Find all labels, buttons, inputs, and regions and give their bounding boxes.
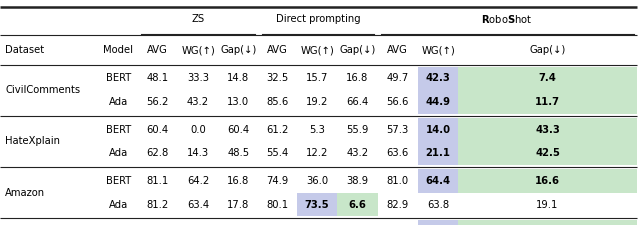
Text: WG(↑): WG(↑): [181, 45, 215, 55]
Text: 16.8: 16.8: [346, 73, 369, 83]
Text: 57.3: 57.3: [387, 125, 409, 135]
Text: 21.1: 21.1: [426, 148, 451, 158]
Text: 60.4: 60.4: [227, 125, 250, 135]
Text: 64.2: 64.2: [187, 176, 209, 186]
Text: 64.4: 64.4: [426, 176, 451, 186]
Text: 80.1: 80.1: [267, 200, 289, 209]
Bar: [418, 169, 458, 193]
Bar: [418, 142, 458, 165]
Text: 43.2: 43.2: [346, 148, 369, 158]
Text: AVG: AVG: [387, 45, 408, 55]
Text: 38.9: 38.9: [346, 176, 369, 186]
Text: 42.5: 42.5: [535, 148, 560, 158]
Text: Gap(↓): Gap(↓): [529, 45, 566, 55]
Text: AVG: AVG: [268, 45, 288, 55]
Text: 82.9: 82.9: [387, 200, 409, 209]
Text: 85.6: 85.6: [267, 97, 289, 107]
Text: 16.6: 16.6: [535, 176, 560, 186]
Text: 60.4: 60.4: [147, 125, 169, 135]
Text: 61.2: 61.2: [267, 125, 289, 135]
Text: 42.3: 42.3: [426, 73, 451, 83]
Text: R$\rm{obo}$S$\rm{hot}$: R$\rm{obo}$S$\rm{hot}$: [481, 13, 533, 25]
Text: 14.0: 14.0: [426, 125, 451, 135]
Text: 14.8: 14.8: [227, 73, 250, 83]
Text: 49.7: 49.7: [387, 73, 409, 83]
Text: HateXplain: HateXplain: [5, 137, 60, 146]
Bar: [418, 220, 458, 225]
Text: Amazon: Amazon: [5, 188, 45, 198]
Text: 12.2: 12.2: [306, 148, 328, 158]
Text: 55.9: 55.9: [346, 125, 369, 135]
Text: 63.8: 63.8: [427, 200, 449, 209]
Text: ZS: ZS: [191, 14, 205, 24]
Text: Ada: Ada: [109, 200, 128, 209]
Bar: [418, 67, 458, 90]
Text: 33.3: 33.3: [187, 73, 209, 83]
Text: Ada: Ada: [109, 148, 128, 158]
Text: WG(↑): WG(↑): [300, 45, 334, 55]
Text: 19.2: 19.2: [306, 97, 328, 107]
Text: 81.1: 81.1: [147, 176, 169, 186]
Text: 17.8: 17.8: [227, 200, 250, 209]
Text: 81.2: 81.2: [147, 200, 169, 209]
Bar: [458, 142, 637, 165]
Bar: [458, 118, 637, 142]
Text: Direct prompting: Direct prompting: [276, 14, 360, 24]
Bar: [337, 193, 378, 216]
Text: 56.6: 56.6: [387, 97, 409, 107]
Text: BERT: BERT: [106, 176, 131, 186]
Text: Gap(↓): Gap(↓): [220, 45, 257, 55]
Text: 19.1: 19.1: [536, 200, 559, 209]
Text: 7.4: 7.4: [539, 73, 556, 83]
Text: BERT: BERT: [106, 73, 131, 83]
Text: Ada: Ada: [109, 97, 128, 107]
Text: 13.0: 13.0: [227, 97, 250, 107]
Text: WG(↑): WG(↑): [421, 45, 455, 55]
Bar: [458, 67, 637, 90]
Text: 62.8: 62.8: [147, 148, 169, 158]
Bar: [458, 169, 637, 193]
Text: Dataset: Dataset: [5, 45, 44, 55]
Text: 43.3: 43.3: [535, 125, 560, 135]
Text: 0.0: 0.0: [190, 125, 206, 135]
Text: 48.5: 48.5: [227, 148, 250, 158]
Text: 16.8: 16.8: [227, 176, 250, 186]
Text: 43.2: 43.2: [187, 97, 209, 107]
Text: 11.7: 11.7: [535, 97, 560, 107]
Text: 63.6: 63.6: [387, 148, 409, 158]
Text: 55.4: 55.4: [267, 148, 289, 158]
Bar: [418, 90, 458, 114]
Text: 81.0: 81.0: [387, 176, 409, 186]
Bar: [418, 118, 458, 142]
Text: 5.3: 5.3: [309, 125, 325, 135]
Text: 6.6: 6.6: [349, 200, 366, 209]
Text: 32.5: 32.5: [267, 73, 289, 83]
Text: 48.1: 48.1: [147, 73, 169, 83]
Text: 44.9: 44.9: [426, 97, 451, 107]
Text: 56.2: 56.2: [147, 97, 169, 107]
Text: 36.0: 36.0: [306, 176, 328, 186]
Text: 73.5: 73.5: [305, 200, 330, 209]
Text: 63.4: 63.4: [187, 200, 209, 209]
Text: 66.4: 66.4: [346, 97, 369, 107]
Bar: [297, 193, 337, 216]
Text: 74.9: 74.9: [267, 176, 289, 186]
Text: Gap(↓): Gap(↓): [339, 45, 376, 55]
Text: BERT: BERT: [106, 125, 131, 135]
Text: 15.7: 15.7: [306, 73, 328, 83]
Text: CivilComments: CivilComments: [5, 85, 80, 95]
Text: AVG: AVG: [147, 45, 168, 55]
Bar: [458, 90, 637, 114]
Text: 14.3: 14.3: [187, 148, 209, 158]
Text: Model: Model: [104, 45, 133, 55]
Bar: [458, 220, 637, 225]
